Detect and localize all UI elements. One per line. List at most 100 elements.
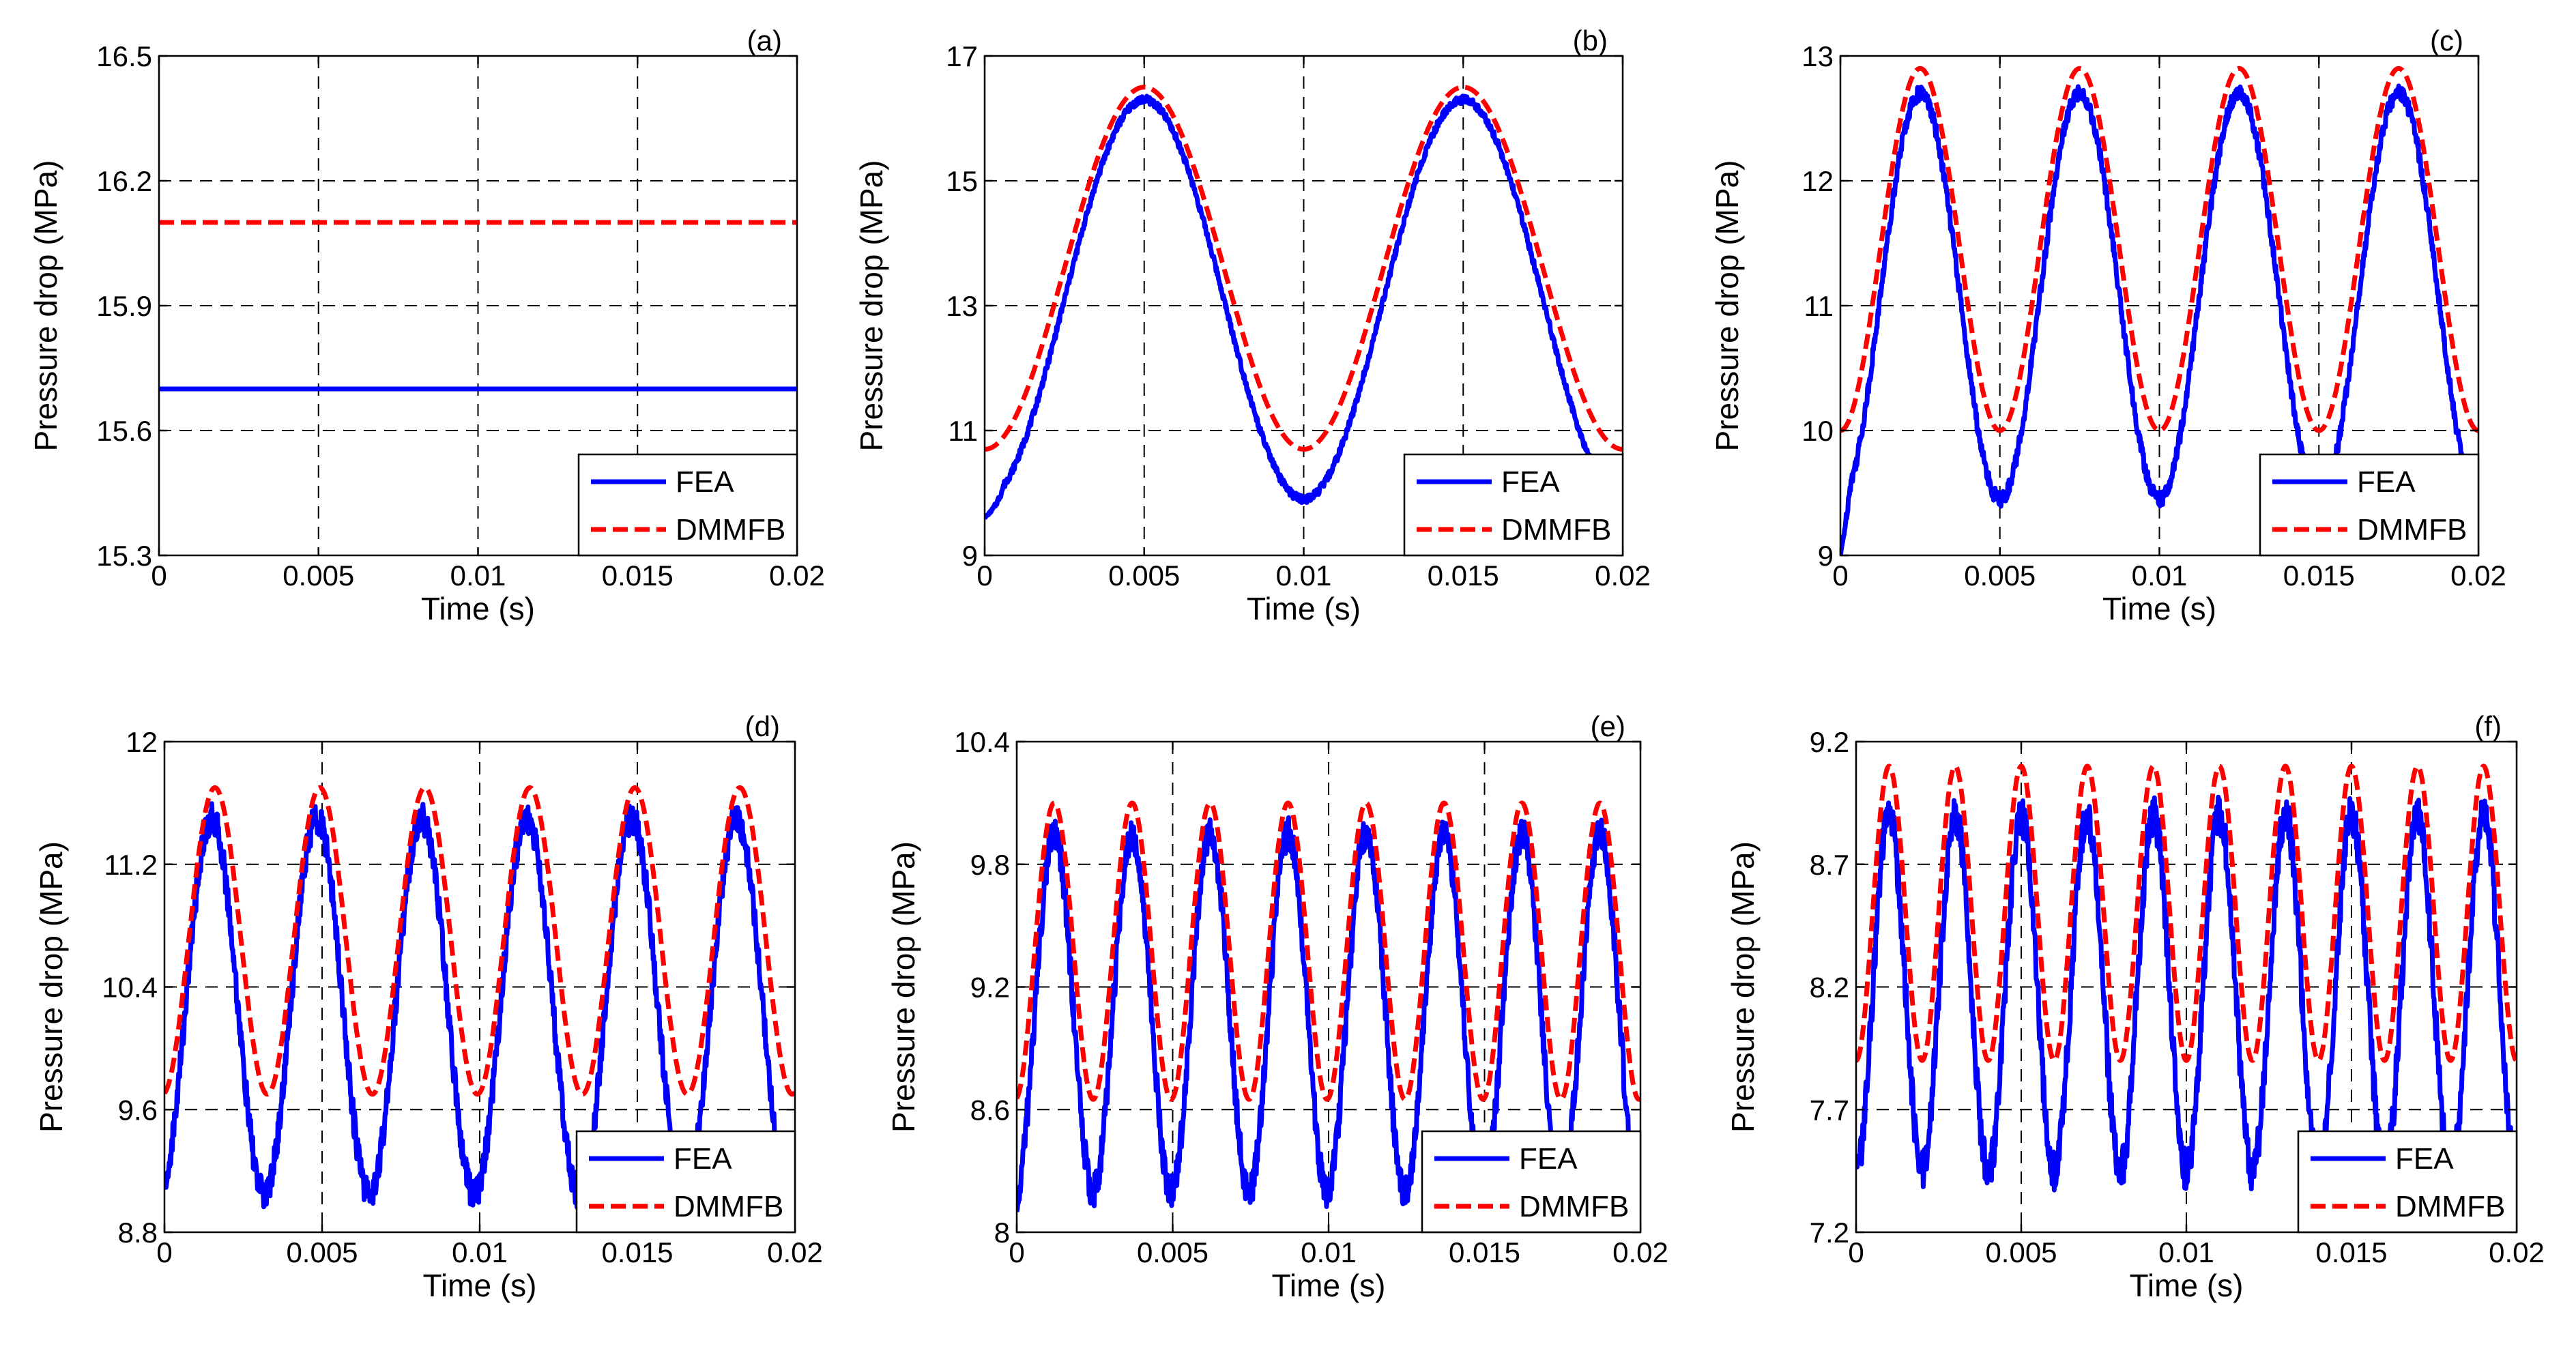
x-tick-label: 0.01 — [450, 559, 506, 592]
y-axis-title: Pressure drop (MPa) — [33, 841, 69, 1133]
chart-panel-f: 0 0.005 0.01 0.015 0.02 7.2 7.7 8.2 8.7 9.2 Time (… — [1725, 710, 2545, 1303]
y-tick-label: 8 — [994, 1217, 1010, 1249]
y-tick-label: 9.8 — [970, 849, 1010, 881]
legend-label-dmmfb: DMMFB — [674, 1190, 783, 1223]
x-tick-label: 0.02 — [2450, 559, 2506, 592]
legend-label-dmmfb: DMMFB — [1519, 1190, 1629, 1223]
y-tick-label: 9.2 — [970, 972, 1010, 1004]
y-axis-title: Pressure drop (MPa) — [886, 841, 921, 1133]
x-axis-title: Time (s) — [2130, 1268, 2244, 1303]
legend-label-fea: FEA — [2395, 1142, 2454, 1176]
y-tick-label: 9 — [962, 540, 978, 572]
legend-label-fea: FEA — [2357, 465, 2416, 499]
legend-label-fea: FEA — [676, 465, 734, 499]
series-line-fea — [985, 93, 1623, 520]
y-tick-label: 12 — [126, 726, 158, 758]
x-tick-label: 0.01 — [1276, 559, 1332, 592]
series-line-fea — [1840, 83, 2478, 555]
x-axis-title: Time (s) — [1247, 591, 1361, 626]
y-axis-title: Pressure drop (MPa) — [1725, 841, 1761, 1133]
x-tick-label: 0.02 — [1612, 1236, 1668, 1268]
y-axis-title: Pressure drop (MPa) — [1709, 160, 1745, 452]
legend: FEA DMMFB — [2259, 453, 2480, 557]
x-tick-label: 0.015 — [2283, 559, 2355, 592]
panel-label: (e) — [1591, 710, 1625, 742]
panel-label: (c) — [2430, 25, 2463, 57]
x-tick-label: 0.005 — [1108, 559, 1180, 592]
y-tick-label: 16.5 — [96, 40, 152, 72]
x-tick-label: 0.02 — [767, 1236, 823, 1268]
x-axis-title: Time (s) — [423, 1268, 537, 1303]
x-tick-label: 0.005 — [1137, 1236, 1209, 1268]
chart-panel-c: 0 0.005 0.01 0.015 0.02 9 10 11 12 13 Time (s) Pres… — [1709, 25, 2506, 626]
legend-label-fea: FEA — [1519, 1142, 1578, 1176]
x-tick-label: 0.02 — [2489, 1236, 2545, 1268]
panel-label: (d) — [745, 710, 780, 742]
y-tick-label: 10.4 — [102, 972, 158, 1004]
y-axis-title: Pressure drop (MPa) — [854, 160, 889, 452]
y-tick-label: 7.7 — [1810, 1094, 1849, 1126]
x-tick-label: 0.01 — [1301, 1236, 1357, 1268]
x-tick-label: 0 — [156, 1236, 172, 1268]
x-tick-label: 0.015 — [1449, 1236, 1520, 1268]
x-tick-label: 0.005 — [286, 1236, 358, 1268]
x-tick-label: 0.01 — [2132, 559, 2188, 592]
x-tick-label: 0.005 — [1964, 559, 2036, 592]
series-line-dmmfb — [164, 785, 795, 1097]
y-tick-label: 8.8 — [118, 1217, 158, 1249]
legend-box — [2259, 453, 2480, 557]
x-tick-label: 0 — [976, 559, 992, 592]
legend: FEA DMMFB — [1403, 453, 1624, 557]
x-tick-label: 0.015 — [1428, 559, 1499, 592]
legend: FEA DMMFB — [577, 453, 798, 557]
x-tick-label: 0 — [1009, 1236, 1024, 1268]
x-tick-label: 0.02 — [1595, 559, 1651, 592]
y-tick-label: 8.6 — [970, 1094, 1010, 1126]
x-tick-label: 0.01 — [2158, 1236, 2214, 1268]
y-tick-label: 9.6 — [118, 1094, 158, 1126]
series-line-dmmfb — [1856, 763, 2517, 1063]
legend-box — [1421, 1130, 1642, 1234]
x-tick-label: 0 — [1848, 1236, 1864, 1268]
legend-label-dmmfb: DMMFB — [2357, 513, 2467, 547]
y-tick-label: 8.2 — [1810, 972, 1849, 1004]
y-tick-label: 8.7 — [1810, 849, 1849, 881]
series-line-fea — [1856, 794, 2517, 1193]
series-line-dmmfb — [1840, 66, 2478, 433]
x-tick-label: 0.005 — [283, 559, 354, 592]
legend-box — [1403, 453, 1624, 557]
panel-label: (b) — [1573, 25, 1608, 57]
y-tick-label: 9.2 — [1810, 726, 1849, 758]
y-tick-label: 13 — [1801, 40, 1834, 72]
legend-label-dmmfb: DMMFB — [2395, 1190, 2505, 1223]
x-tick-label: 0 — [1832, 559, 1848, 592]
y-tick-label: 7.2 — [1810, 1217, 1849, 1249]
chart-panel-b: 0 0.005 0.01 0.015 0.02 9 11 13 15 17 Time (s) Pres… — [854, 25, 1651, 626]
y-tick-label: 15.6 — [96, 415, 152, 447]
legend-box — [577, 453, 798, 557]
y-tick-label: 11 — [1804, 290, 1834, 322]
y-tick-label: 9 — [1818, 540, 1834, 572]
x-tick-label: 0.02 — [769, 559, 825, 592]
y-tick-label: 15 — [946, 165, 978, 197]
legend-label-fea: FEA — [1501, 465, 1560, 499]
legend: FEA DMMFB — [2297, 1130, 2518, 1234]
series-line-fea — [1017, 815, 1640, 1212]
panel-label: (a) — [747, 25, 782, 57]
x-tick-label: 0.015 — [601, 1236, 673, 1268]
series-line-dmmfb — [1017, 800, 1640, 1102]
x-axis-title: Time (s) — [1272, 1268, 1386, 1303]
y-tick-label: 13 — [946, 290, 978, 322]
y-axis-title: Pressure drop (MPa) — [28, 160, 63, 452]
y-tick-label: 11 — [948, 415, 978, 447]
legend: FEA DMMFB — [1421, 1130, 1642, 1234]
y-tick-label: 10.4 — [954, 726, 1010, 758]
x-tick-label: 0.015 — [602, 559, 674, 592]
x-tick-label: 0 — [151, 559, 167, 592]
legend-label-dmmfb: DMMFB — [676, 513, 785, 547]
x-tick-label: 0.005 — [1985, 1236, 2057, 1268]
chart-panel-a: 0 0.005 0.01 0.015 0.02 15.3 15.6 15.9 16.2 16.5 T… — [28, 25, 825, 626]
legend-label-dmmfb: DMMFB — [1501, 513, 1611, 547]
legend-label-fea: FEA — [674, 1142, 732, 1176]
